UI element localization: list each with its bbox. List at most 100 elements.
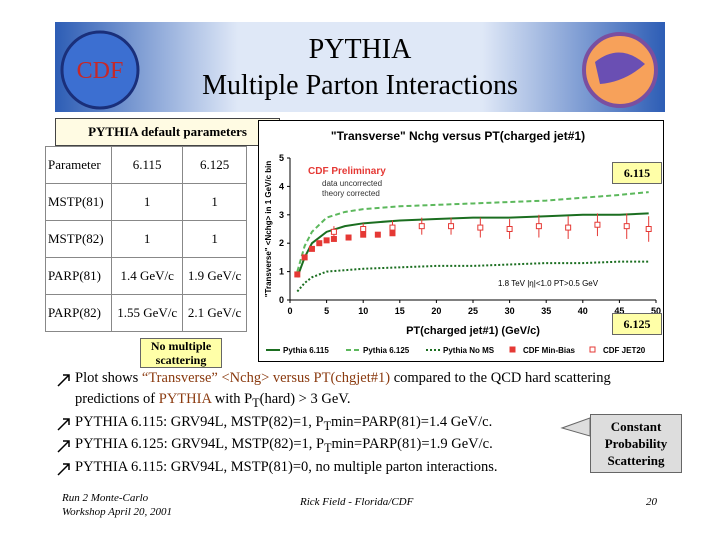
section-banner: PYTHIA default parameters — [55, 118, 280, 146]
x-tick-label: 50 — [651, 306, 661, 316]
data-point — [418, 223, 425, 230]
callout: 6.125 — [612, 313, 662, 335]
text: with P — [211, 391, 253, 407]
text: PYTHIA 6.115: GRV94L, MSTP(81)=0, no mul… — [75, 459, 498, 475]
x-tick-label: 5 — [324, 306, 329, 316]
text: min=PARP(81)=1.9 GeV/c. — [331, 436, 493, 452]
data-point — [594, 221, 601, 228]
callout: No multiple scattering — [140, 338, 222, 368]
legend-label: CDF JET20 — [603, 346, 646, 355]
data-point — [448, 223, 455, 230]
table-cell: 1.4 GeV/c — [111, 257, 184, 295]
data-point — [316, 240, 323, 247]
table-cell: 1.55 GeV/c — [111, 294, 184, 332]
text: Plot shows — [75, 370, 142, 386]
data-point — [323, 237, 330, 244]
bullet-icon — [57, 463, 70, 476]
annotation: theory corrected — [322, 189, 380, 198]
chart: "Transverse" Nchg versus PT(charged jet#… — [258, 120, 664, 362]
callout: Constant Probability Scattering — [590, 414, 682, 473]
footer-center: Rick Field - Florida/CDF — [300, 496, 414, 508]
text: PYTHIA 6.125: GRV94L, MSTP(82)=1, P — [75, 436, 325, 452]
y-tick-label: 2 — [279, 238, 284, 248]
y-tick-label: 0 — [279, 295, 284, 305]
legend-symbol — [509, 346, 516, 353]
data-point — [535, 223, 542, 230]
callout-pointer — [560, 417, 590, 437]
annotation: 1.8 TeV |η|<1.0 PT>0.5 GeV — [498, 279, 599, 288]
x-tick-label: 40 — [578, 306, 588, 316]
text: T — [324, 440, 332, 455]
data-point — [645, 226, 652, 232]
table-cell: 1 — [182, 183, 247, 221]
y-axis-label: "Transverse" <Nchg> in 1 GeV/c bin — [264, 161, 273, 298]
callout: 6.115 — [612, 162, 662, 184]
table-cell: PARP(81) — [44, 257, 113, 295]
legend-label: Pythia 6.115 — [283, 346, 329, 355]
data-point — [506, 226, 513, 232]
legend-label: Pythia No MS — [443, 346, 495, 355]
text: “Transverse” <Nchg> versus PT(chgjet#1) — [141, 370, 391, 386]
bullet-icon — [57, 374, 70, 387]
logo-text: CDF — [77, 58, 124, 84]
footer-left: Workshop April 20, 2001 — [62, 506, 173, 518]
bullet-icon — [57, 418, 70, 431]
data-point — [345, 234, 352, 241]
chart-title: "Transverse" Nchg versus PT(charged jet#… — [331, 129, 585, 143]
x-tick-label: 20 — [431, 306, 441, 316]
title-line: PYTHIA — [308, 34, 412, 65]
text: min=PARP(81)=1.4 GeV/c. — [330, 414, 493, 430]
data-point — [330, 228, 337, 235]
footer-left: Run 2 Monte-Carlo — [62, 492, 149, 504]
table-cell: 1 — [111, 183, 184, 221]
bullet-icon — [57, 440, 70, 453]
legend-label: Pythia 6.125 — [363, 346, 410, 355]
table-header: 6.125 — [182, 146, 247, 184]
table-cell: 1.9 GeV/c — [182, 257, 247, 295]
series-line — [296, 212, 649, 278]
table-cell: 1 — [111, 220, 184, 258]
y-tick-label: 4 — [279, 181, 284, 191]
bullet: PYTHIA 6.115: GRV94L, MSTP(82)=1, PTmin=… — [75, 412, 492, 437]
table-cell: MSTP(82) — [44, 220, 113, 258]
x-tick-label: 0 — [287, 306, 292, 316]
legend-symbol — [589, 346, 596, 353]
x-axis-label: PT(charged jet#1) (GeV/c) — [406, 325, 540, 337]
data-point — [389, 224, 396, 231]
text: compared to the QCD hard scattering pred… — [75, 370, 611, 407]
page-number: 20 — [646, 496, 657, 508]
data-point — [623, 223, 630, 230]
data-point — [374, 231, 381, 238]
text: PYTHIA — [158, 391, 212, 407]
text: (hard) > 3 GeV. — [259, 391, 351, 407]
bullet: Plot shows “Transverse” <Nchg> versus PT… — [75, 368, 650, 414]
x-tick-label: 45 — [614, 306, 624, 316]
x-tick-label: 15 — [395, 306, 405, 316]
table-cell: PARP(82) — [44, 294, 113, 332]
x-tick-label: 35 — [541, 306, 551, 316]
data-point — [294, 271, 301, 278]
data-point — [477, 224, 484, 231]
param-table: Parameter 6.115 6.125 MSTP(81) 1 1 MSTP(82) 1… — [44, 146, 247, 332]
x-tick-label: 10 — [358, 306, 368, 316]
header-banner: CDF — [55, 22, 665, 112]
data-point — [301, 254, 308, 261]
table-header: 6.115 — [111, 146, 184, 184]
x-tick-label: 30 — [505, 306, 515, 316]
title-line: Multiple Parton Interactions — [202, 70, 518, 101]
data-point — [565, 224, 572, 231]
legend-label: CDF Min-Bias — [523, 346, 576, 355]
series-line — [296, 191, 649, 272]
table-header: Parameter — [44, 146, 113, 184]
x-tick-label: 25 — [468, 306, 478, 316]
bullet: PYTHIA 6.115: GRV94L, MSTP(81)=0, no mul… — [75, 457, 498, 478]
y-tick-label: 3 — [279, 210, 284, 220]
data-point — [360, 226, 367, 232]
table-cell: 2.1 GeV/c — [182, 294, 247, 332]
table-cell: MSTP(81) — [44, 183, 113, 221]
y-tick-label: 5 — [279, 153, 284, 163]
data-point — [308, 245, 315, 252]
annotation: CDF Preliminary — [308, 166, 386, 177]
bullet: PYTHIA 6.125: GRV94L, MSTP(82)=1, PTmin=… — [75, 434, 493, 459]
